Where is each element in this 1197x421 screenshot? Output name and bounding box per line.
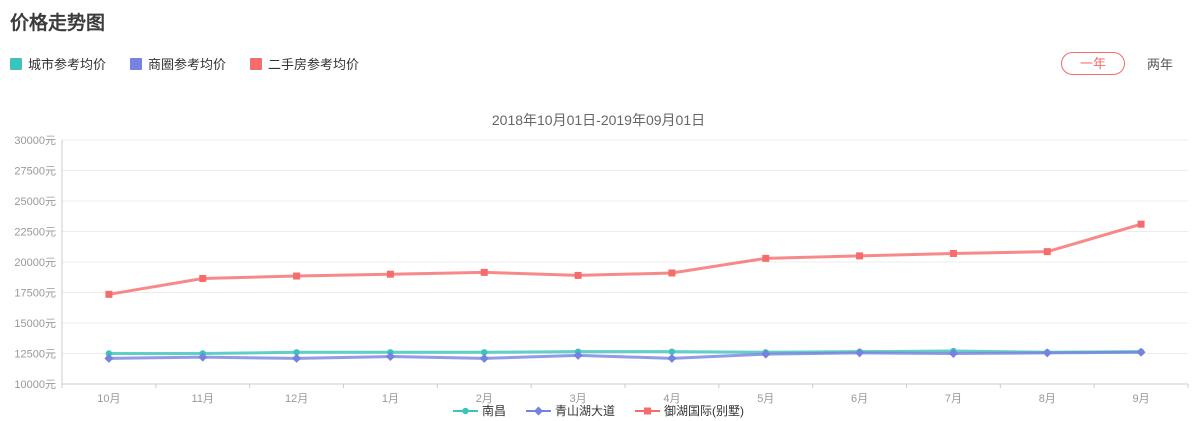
legend-item-city-avg[interactable]: 城市参考均价 bbox=[10, 54, 106, 73]
svg-text:25000元: 25000元 bbox=[14, 196, 56, 208]
legend-swatch-secondhand-icon bbox=[250, 57, 263, 70]
bottom-legend-item[interactable]: 御湖国际(别墅) bbox=[635, 402, 744, 419]
svg-text:5月: 5月 bbox=[757, 393, 774, 405]
legend-item-secondhand-avg[interactable]: 二手房参考均价 bbox=[250, 54, 359, 73]
svg-text:17500元: 17500元 bbox=[14, 288, 56, 300]
bottom-legend-label: 南昌 bbox=[481, 404, 506, 418]
svg-text:22500元: 22500元 bbox=[14, 227, 56, 239]
legend-label-district: 商圈参考均价 bbox=[148, 57, 227, 72]
legend-label-city: 城市参考均价 bbox=[28, 57, 107, 72]
legend-marker-icon bbox=[452, 407, 478, 414]
svg-text:11月: 11月 bbox=[192, 393, 214, 405]
bottom-legend-label: 御湖国际(别墅) bbox=[664, 404, 745, 418]
svg-text:3月: 3月 bbox=[570, 393, 587, 405]
bottom-legend-item[interactable]: 青山湖大道 bbox=[526, 402, 615, 419]
legend-marker-icon bbox=[635, 407, 661, 414]
page-title: 价格走势图 bbox=[10, 13, 106, 34]
svg-text:9月: 9月 bbox=[1133, 393, 1150, 405]
svg-text:15000元: 15000元 bbox=[14, 318, 56, 330]
price-trend-chart[interactable]: 10000元 12500元 15000元 17500元 20000元 22500元 2500… bbox=[0, 132, 1197, 416]
legend-swatch-district-icon bbox=[130, 57, 143, 70]
bottom-legend-label: 青山湖大道 bbox=[555, 404, 616, 418]
svg-text:12500元: 12500元 bbox=[14, 349, 56, 361]
svg-text:10000元: 10000元 bbox=[14, 379, 56, 391]
legend-item-district-avg[interactable]: 商圈参考均价 bbox=[130, 54, 226, 73]
svg-text:10月: 10月 bbox=[97, 393, 120, 405]
svg-text:27500元: 27500元 bbox=[14, 166, 56, 178]
bottom-legend-item[interactable]: 南昌 bbox=[452, 402, 506, 419]
page-header: 价格走势图 bbox=[0, 0, 1197, 35]
svg-text:8月: 8月 bbox=[1039, 393, 1056, 405]
svg-text:4月: 4月 bbox=[663, 393, 680, 405]
range-button-two-years[interactable]: 两年 bbox=[1145, 51, 1175, 76]
svg-text:30000元: 30000元 bbox=[14, 135, 56, 147]
legend-label-secondhand: 二手房参考均价 bbox=[268, 57, 360, 72]
svg-text:7月: 7月 bbox=[945, 393, 962, 405]
bottom-legend: 南昌 青山湖大道 御湖国际(别墅) bbox=[0, 402, 1197, 419]
range-toggle: 一年 两年 bbox=[1060, 51, 1181, 76]
legend-swatch-city-icon bbox=[10, 57, 22, 70]
chart-title: 2018年10月01日-2019年09月01日 bbox=[491, 112, 706, 128]
legend-marker-icon bbox=[526, 406, 551, 415]
svg-text:20000元: 20000元 bbox=[14, 257, 56, 269]
legend-toolbar: 城市参考均价 商圈参考均价 二手房参考均价 一年 两年 bbox=[0, 35, 1197, 76]
range-button-one-year[interactable]: 一年 bbox=[1060, 51, 1125, 76]
top-legend: 城市参考均价 商圈参考均价 二手房参考均价 bbox=[10, 54, 359, 73]
svg-text:2月: 2月 bbox=[476, 393, 493, 405]
svg-text:12月: 12月 bbox=[285, 393, 308, 405]
chart-section: 2018年10月01日-2019年09月01日 10000元 12500元 1500… bbox=[0, 110, 1197, 419]
svg-text:1月: 1月 bbox=[382, 393, 399, 405]
svg-text:6月: 6月 bbox=[851, 393, 868, 405]
